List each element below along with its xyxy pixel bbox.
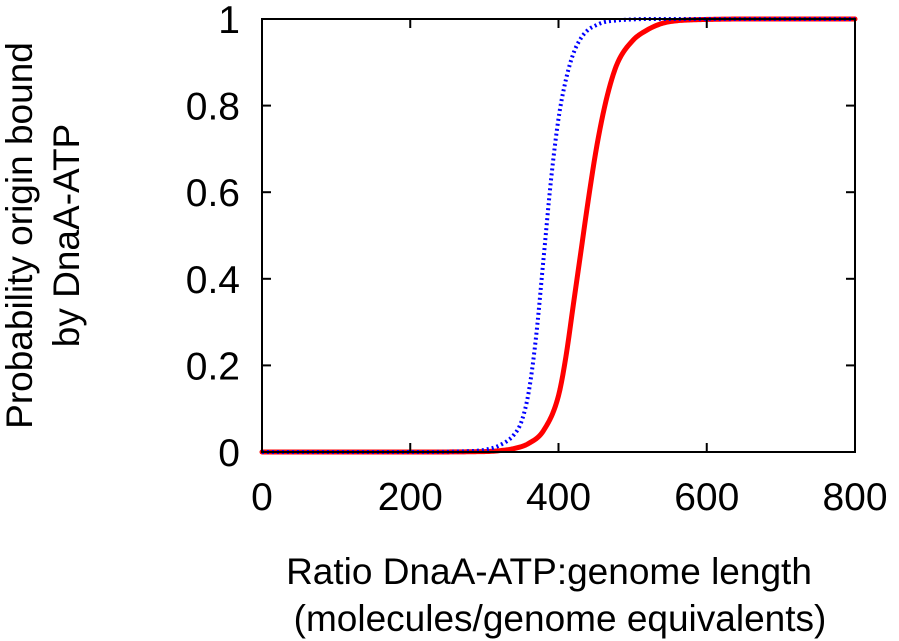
y-axis-title-line: by DnaA-ATP — [46, 124, 87, 347]
y-tick-label: 0.2 — [186, 345, 240, 388]
y-tick-label: 0.8 — [186, 86, 240, 129]
y-tick-label: 0.6 — [186, 172, 240, 215]
x-tick-label: 200 — [378, 476, 443, 519]
x-tick-label: 800 — [822, 476, 887, 519]
y-axis-title-line: Probability origin bound — [0, 42, 40, 429]
series-layer — [259, 16, 858, 455]
y-tick-label: 0 — [218, 432, 240, 475]
series-line-1 — [259, 16, 858, 455]
x-axis-title-line: (molecules/genome equivalents) — [294, 598, 827, 639]
x-tick-label: 0 — [251, 476, 273, 519]
y-axis-title: Probability origin bound by DnaA-ATP — [0, 42, 87, 429]
tick-layer: 0 200 400 600 800 0 0.2 0.4 0.6 0.8 1 — [186, 0, 888, 519]
x-tick-label: 600 — [674, 476, 739, 519]
x-tick-label: 400 — [526, 476, 591, 519]
y-tick-label: 0.4 — [186, 259, 240, 302]
x-axis-title-line: Ratio DnaA-ATP:genome length — [286, 551, 812, 592]
x-axis-title: Ratio DnaA-ATP:genome length (molecules/g… — [286, 551, 826, 639]
y-tick-label: 1 — [218, 0, 240, 42]
